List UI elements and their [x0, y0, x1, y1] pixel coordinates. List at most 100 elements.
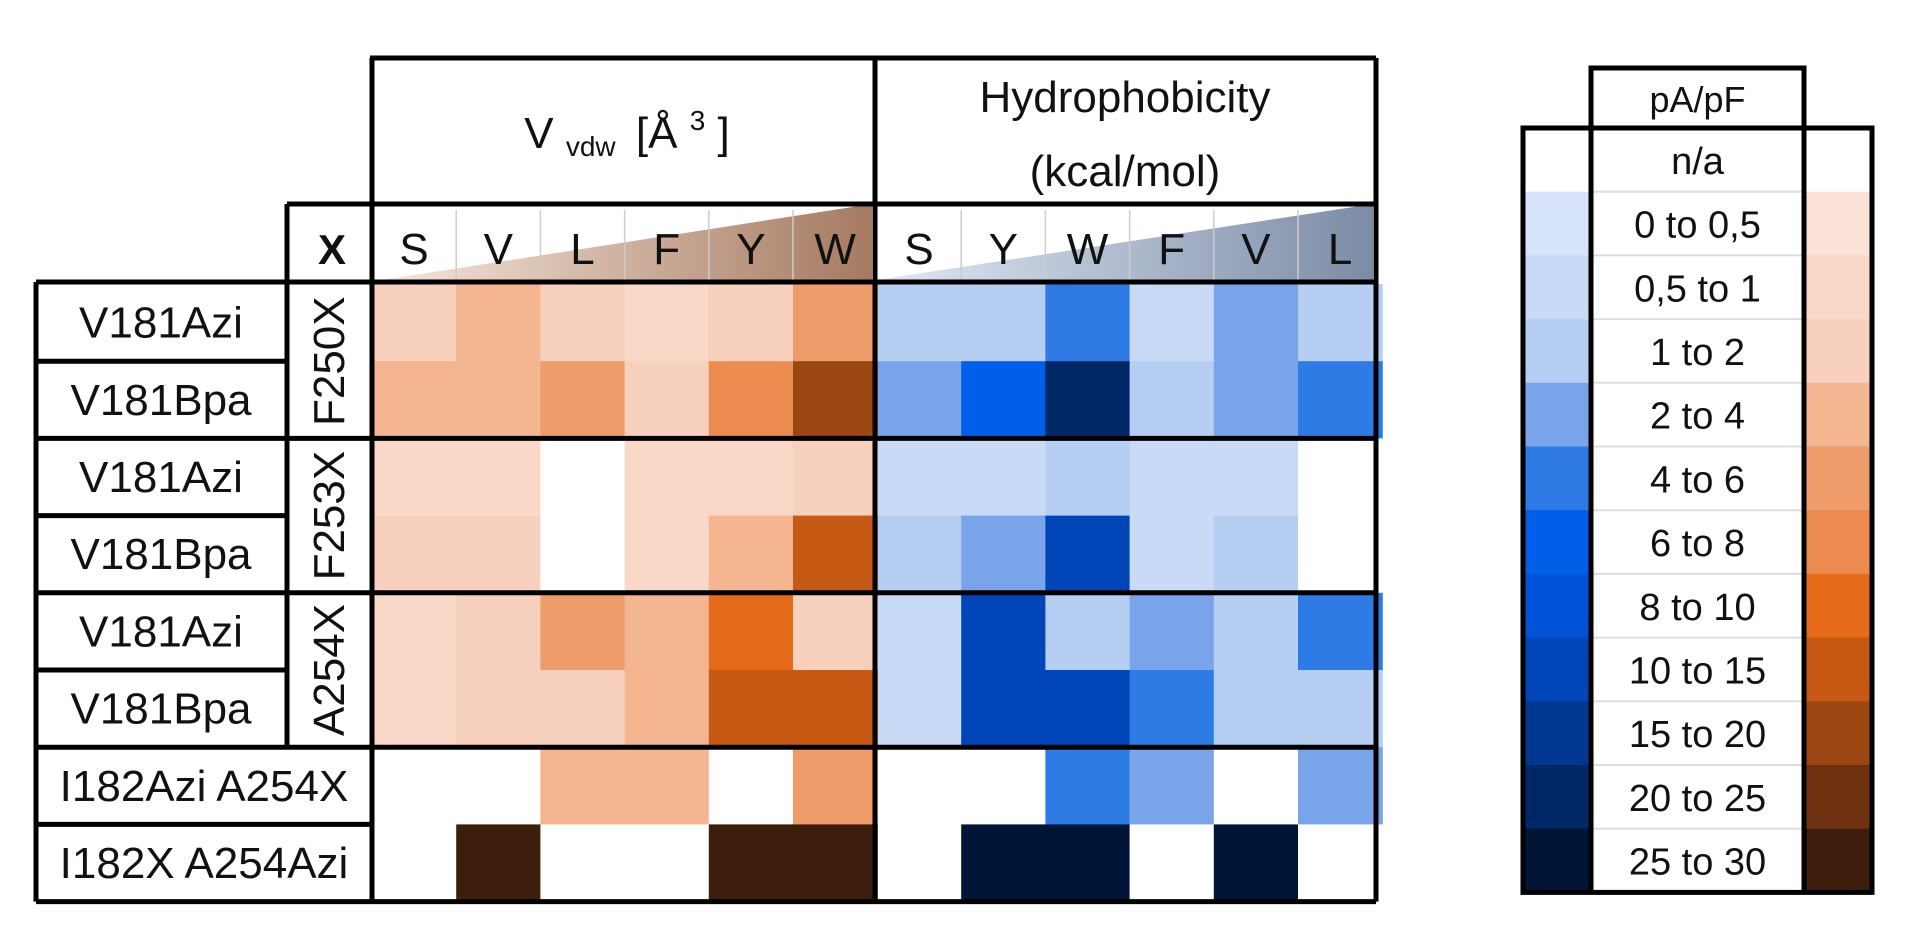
volume-cell-r1-F: [624, 361, 710, 439]
legend-blue-swatch: [1523, 828, 1591, 893]
volume-cell-r7-V: [456, 824, 541, 903]
volume-cell-r1-W: [793, 361, 878, 439]
legend-blue-swatch: [1523, 319, 1591, 384]
group-label-f250x: F250X: [305, 296, 354, 426]
row-label-v181azi: V181Azi: [79, 299, 243, 348]
hydrophobicity-cell-r3-L: [1298, 515, 1383, 594]
legend-label: 25 to 30: [1629, 842, 1766, 884]
hydrophobicity-cell-r6-L: [1298, 747, 1383, 825]
hydrophobicity-cell-r0-V: [1213, 284, 1299, 362]
legend-label: 4 to 6: [1650, 459, 1745, 501]
volume-cell-r2-Y: [708, 438, 794, 517]
volume-column-label-V: V: [484, 225, 514, 274]
group-label-f253x: F253X: [305, 451, 354, 581]
legend-orange-swatch: [1804, 701, 1872, 766]
legend-blue-swatch: [1523, 573, 1591, 639]
hydrophobicity-cell-r0-L: [1298, 284, 1383, 362]
hydrophobicity-cell-r6-F: [1129, 747, 1215, 825]
volume-cell-r0-W: [793, 284, 878, 362]
volume-cell-r2-L: [540, 438, 626, 517]
hydrophobicity-cell-r4-W: [1045, 592, 1131, 671]
legend-orange-swatch: [1804, 510, 1872, 575]
volume-cell-r5-F: [624, 670, 710, 748]
volume-cell-r7-F: [624, 824, 710, 903]
hydrophobicity-column-label-W: W: [1067, 225, 1109, 274]
legend-label: 1 to 2: [1650, 332, 1745, 374]
row-label-i182azi-a254x: I182Azi A254X: [60, 762, 349, 811]
volume-cell-r4-F: [624, 592, 710, 671]
hydrophobicity-cell-r4-S: [877, 592, 962, 671]
hydrophobicity-cell-r3-Y: [961, 515, 1046, 594]
legend-label: 10 to 15: [1629, 650, 1766, 692]
hydrophobicity-cell-r4-V: [1213, 592, 1299, 671]
volume-cell-r5-V: [456, 670, 541, 748]
volume-unit-close: ]: [718, 109, 730, 158]
volume-header: V vdw [Å 3 ]: [524, 91, 729, 166]
volume-cell-r5-W: [793, 670, 878, 748]
legend-label: 0 to 0,5: [1634, 205, 1761, 247]
legend-orange-swatch: [1804, 382, 1872, 448]
hydrophobicity-cell-r2-Y: [961, 438, 1046, 517]
legend-label: 15 to 20: [1629, 714, 1766, 756]
legend-blue-swatch: [1523, 510, 1591, 575]
volume-cell-r7-W: [793, 824, 878, 903]
volume-cell-r7-S: [372, 824, 457, 903]
hydrophobicity-cell-r6-V: [1213, 747, 1299, 825]
hydrophobicity-cell-r5-F: [1129, 670, 1215, 748]
hydrophobicity-cell-r2-S: [877, 438, 962, 517]
volume-symbol: V: [524, 109, 554, 158]
legend-label: 0,5 to 1: [1634, 268, 1761, 310]
group-label-a254x: A254X: [305, 604, 354, 736]
volume-subscript: vdw: [566, 131, 617, 162]
legend-orange-swatch: [1804, 446, 1872, 511]
volume-cell-r3-L: [540, 515, 626, 594]
hydrophobicity-cell-r3-S: [877, 515, 962, 594]
volume-column-label-S: S: [399, 225, 428, 274]
legend-blue-swatch: [1523, 191, 1591, 256]
hydrophobicity-column-label-Y: Y: [989, 225, 1018, 274]
volume-unit: [Å: [636, 109, 678, 158]
hydrophobicity-cell-r0-Y: [961, 284, 1046, 362]
volume-cell-r2-W: [793, 438, 878, 517]
hydrophobicity-cell-r2-F: [1129, 438, 1215, 517]
volume-cell-r6-Y: [708, 747, 794, 825]
hydrophobicity-cell-r3-W: [1045, 515, 1131, 594]
volume-cell-r0-F: [624, 284, 710, 362]
volume-cell-r3-Y: [708, 515, 794, 594]
legend-label: 20 to 25: [1629, 778, 1766, 820]
hydrophobicity-column-label-F: F: [1158, 225, 1185, 274]
volume-cell-r2-V: [456, 438, 541, 517]
hydrophobicity-cell-r2-V: [1213, 438, 1299, 517]
volume-cell-r0-V: [456, 284, 541, 362]
legend-orange-swatch: [1804, 128, 1872, 193]
volume-cell-r3-F: [624, 515, 710, 594]
grid-lines: [33, 55, 1379, 905]
hydrophobicity-column-label-V: V: [1241, 225, 1271, 274]
heatmap-cells: [372, 284, 1383, 903]
x-column-label: X: [318, 226, 346, 273]
volume-cell-r7-L: [540, 824, 626, 903]
volume-cell-r6-V: [456, 747, 541, 825]
volume-cell-r6-S: [372, 747, 457, 825]
legend-orange-swatch: [1804, 637, 1872, 702]
hydrophobicity-cell-r6-W: [1045, 747, 1131, 825]
hydrophobicity-cell-r6-Y: [961, 747, 1046, 825]
legend-orange-swatch: [1804, 255, 1872, 320]
header-area: V vdw [Å 3 ] Hydrophobicity (kcal/mol) X: [318, 73, 1373, 280]
hydrophobicity-cell-r5-Y: [961, 670, 1046, 748]
volume-cell-r4-L: [540, 592, 626, 671]
volume-cell-r7-Y: [708, 824, 794, 903]
hydrophobicity-cell-r3-F: [1129, 515, 1215, 594]
hydrophobicity-cell-r5-V: [1213, 670, 1299, 748]
row-label-v181azi: V181Azi: [79, 453, 243, 502]
legend-blue-swatch: [1523, 382, 1591, 448]
legend-blue-swatch: [1523, 701, 1591, 766]
hydrophobicity-cell-r2-L: [1298, 438, 1383, 517]
legend-blue-swatch: [1523, 637, 1591, 702]
hydrophobicity-cell-r1-W: [1045, 361, 1131, 439]
row-label-i182x-a254azi: I182X A254Azi: [60, 839, 349, 888]
volume-cell-r1-Y: [708, 361, 794, 439]
hydrophobicity-cell-r7-W: [1045, 824, 1131, 903]
